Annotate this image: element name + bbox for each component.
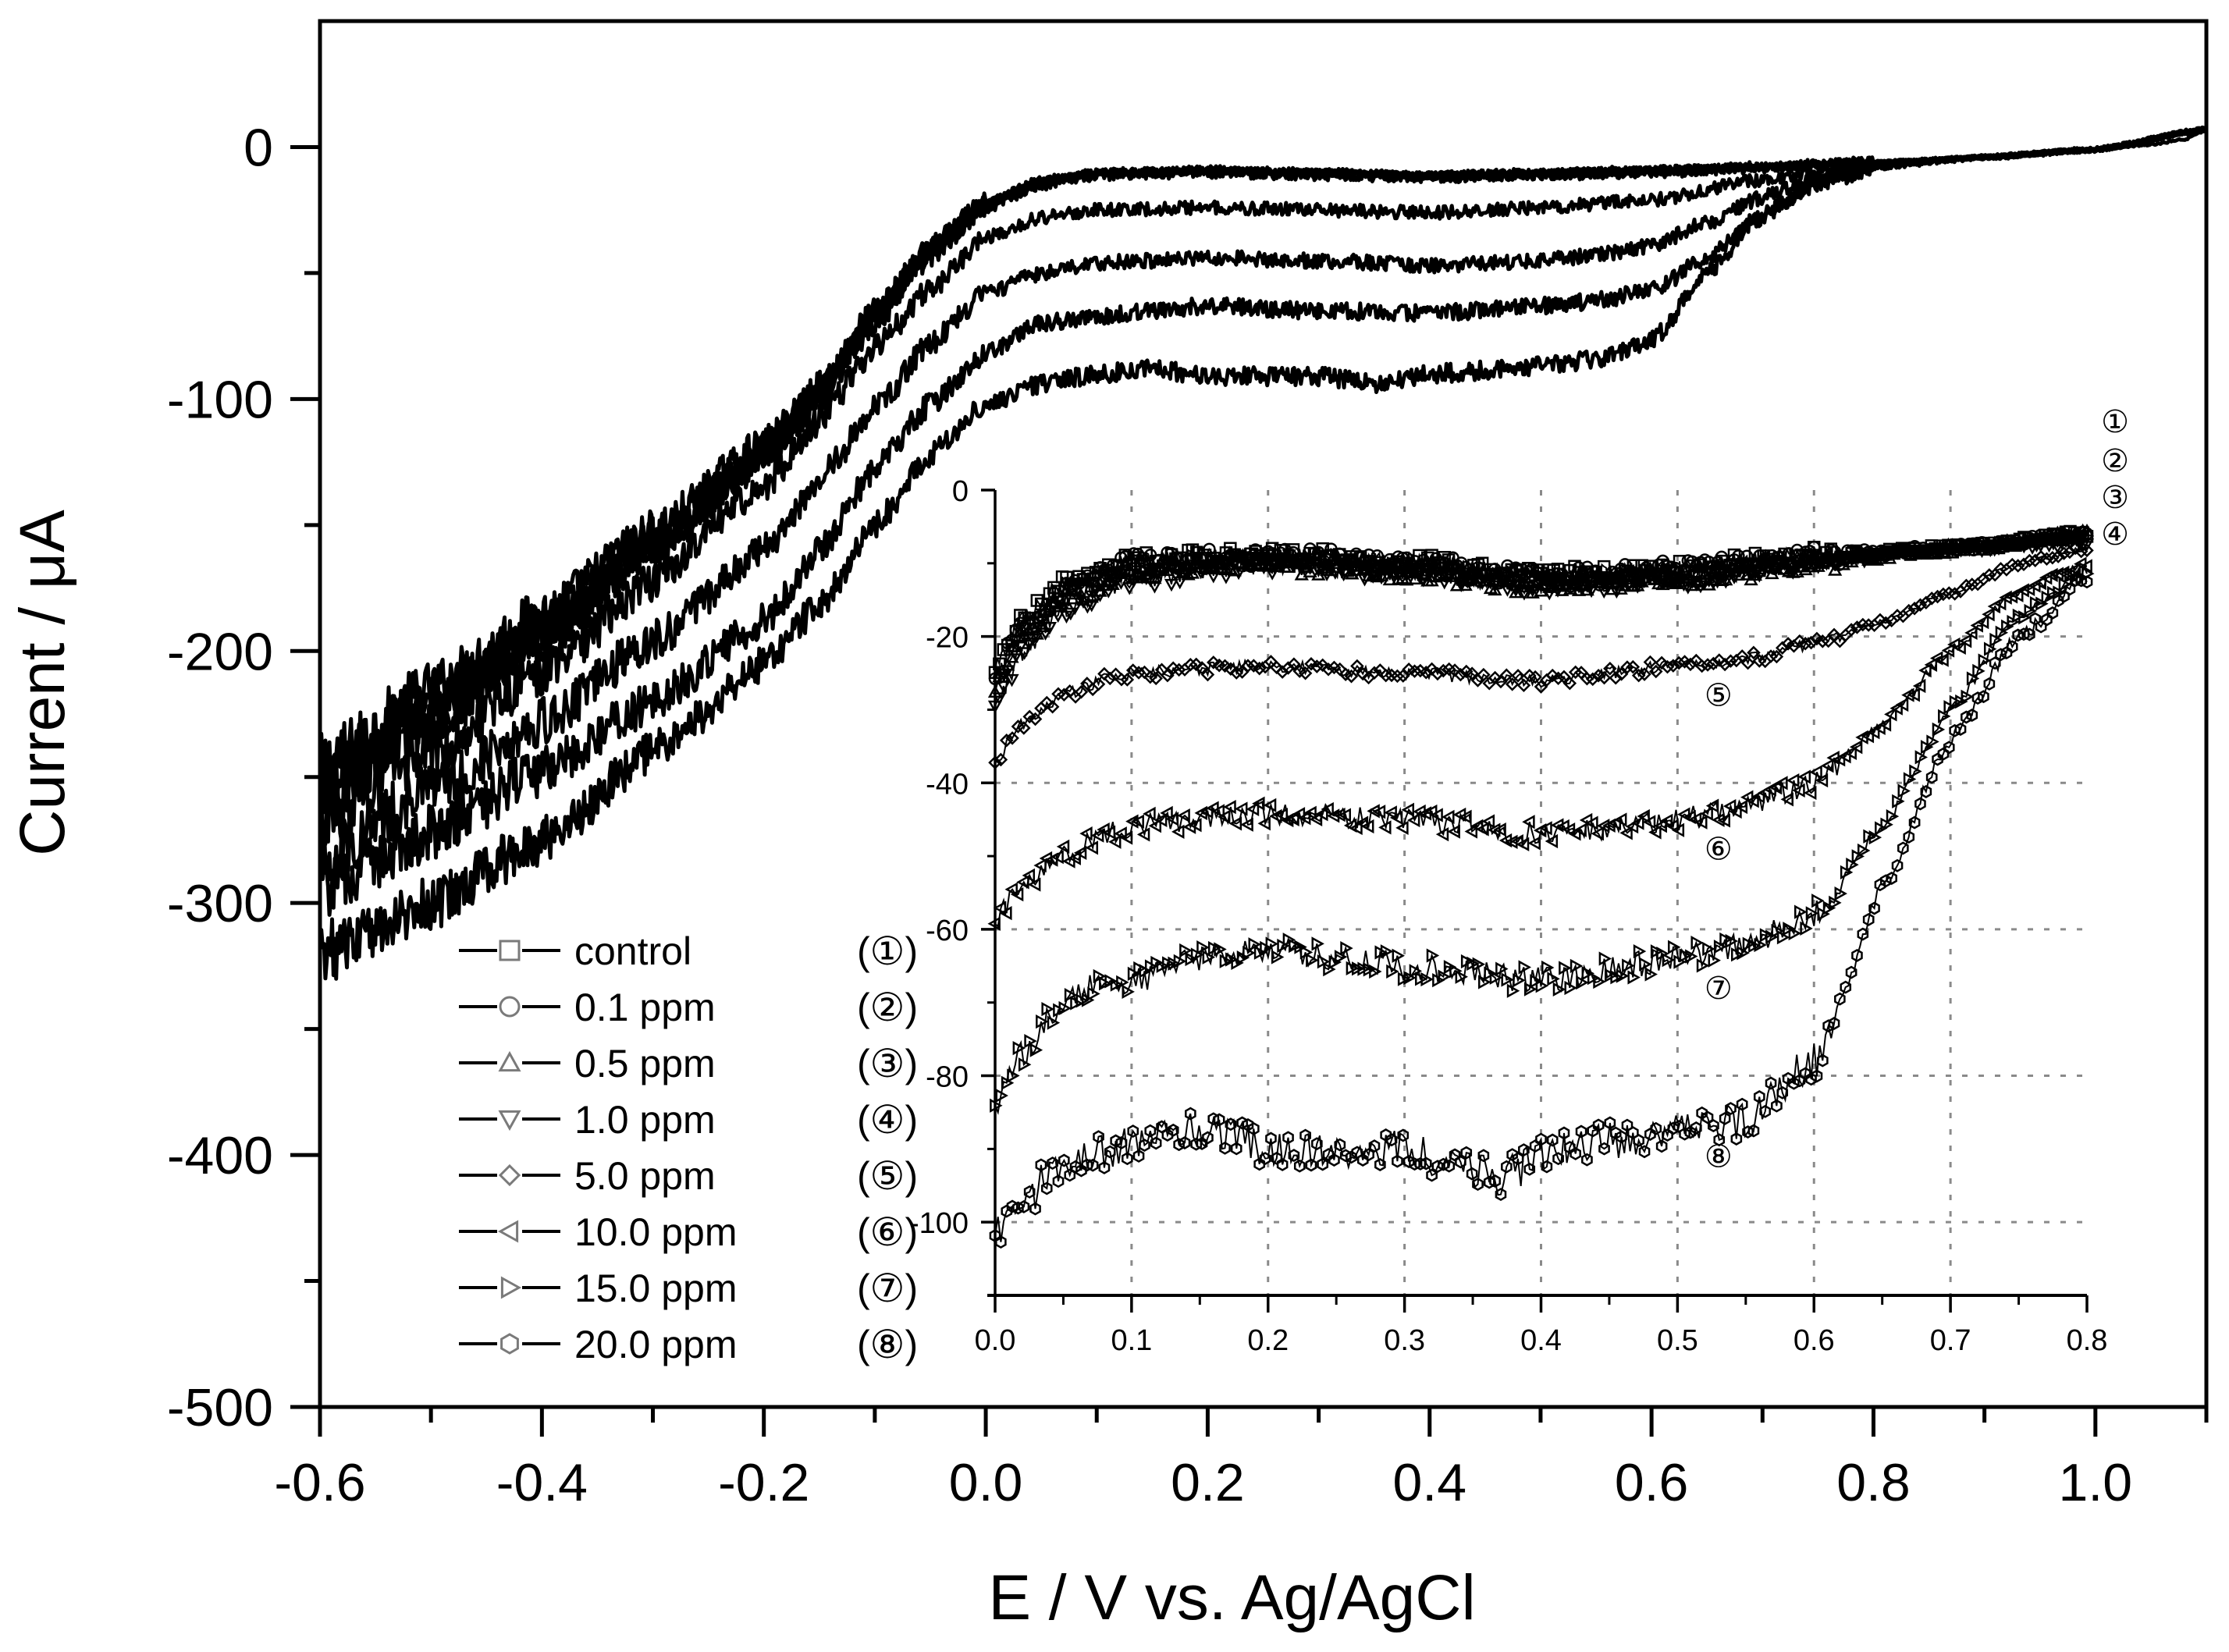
inset-x-tick-label: 0.5 [1657,1324,1698,1357]
legend-label: 0.1 ppm [574,986,716,1029]
main-series-line-5 [318,126,2208,882]
inset-plot: 0.0 0.1 0.2 0.3 0.4 0.5 0.6 0.7 0.8 0 -20 -40 -60 -8… [909,405,2129,1357]
legend-tag: (⑦) [857,1267,918,1310]
legend-item: 10.0 ppm (⑥) [459,1210,918,1254]
x-tick-label: -0.6 [274,1453,365,1512]
legend-marker-triangle-right-icon [500,1276,522,1299]
legend: control (①) 0.1 ppm (②) 0.5 ppm (③) 1.0 ppm (④)… [459,929,918,1366]
legend-marker-triangle-left-icon [497,1220,519,1243]
legend-tag: (⑧) [857,1323,918,1366]
inset-series-3 [987,532,2095,714]
inset-x-tick-label: 0.7 [1930,1324,1971,1357]
y-tick-label: 0 [244,118,273,177]
legend-marker-diamond-icon [498,1164,521,1187]
legend-marker-hexagon-icon [500,1333,519,1355]
inset-curves [987,523,2095,1249]
legend-marker-circle-icon [499,996,521,1018]
curve-label-6: ⑥ [1705,833,1733,867]
main-curves [318,125,2209,981]
curve-label-3: ③ [2101,481,2129,515]
inset-curve-labels: ① ②③④ ⑤ ⑥ ⑦ ⑧ [1705,405,2129,1174]
inset-series-5 [987,556,2092,931]
inset-y-tick-label: -40 [926,768,969,801]
y-tick-label: -100 [167,370,273,429]
curve-label-2: ② [2101,444,2129,478]
y-tick-label: -400 [167,1126,273,1185]
inset-x-tick-label: 0.3 [1384,1324,1425,1357]
legend-label: 20.0 ppm [574,1323,737,1366]
inset-y-tick-label: 0 [952,475,969,508]
legend-marker-triangle-up-icon [498,1050,521,1072]
legend-tag: (①) [857,929,918,973]
legend-item: 5.0 ppm (⑤) [459,1154,918,1198]
inset-series-6 [990,564,2095,1115]
inset-series-markers [990,566,2095,1113]
inset-y-tick-label: -20 [926,622,969,655]
x-tick-label: 0.2 [1171,1453,1245,1512]
legend-tag: (④) [857,1098,918,1142]
legend-tag: (⑤) [857,1154,918,1198]
inset-axes [987,490,2087,1297]
main-y-ticks: 0 -100 -200 -300 -400 -500 [167,118,320,1437]
inset-series-markers [989,574,2093,1249]
inset-x-tick-label: 0.6 [1794,1324,1835,1357]
x-tick-label: -0.2 [718,1453,809,1512]
x-tick-label: 1.0 [2059,1453,2133,1512]
curve-label-4: ④ [2101,517,2129,552]
inset-grid [995,490,2087,1295]
legend-item: 20.0 ppm (⑧) [459,1323,918,1366]
legend-item: 0.5 ppm (③) [459,1042,918,1085]
legend-item: 0.1 ppm (②) [459,986,918,1029]
legend-label: 1.0 ppm [574,1098,716,1142]
inset-y-tick-label: -80 [926,1061,969,1094]
legend-item: 15.0 ppm (⑦) [459,1267,918,1310]
curve-label-8: ⑧ [1705,1140,1733,1174]
legend-label: control [574,929,691,973]
curve-label-1: ① [2101,405,2129,439]
y-tick-label: -300 [167,874,273,933]
main-x-ticks: -0.6 -0.4 -0.2 0.0 0.2 0.4 0.6 0.8 1.0 [274,1407,2209,1512]
x-axis-title: E / V vs. Ag/AgCl [988,1562,1475,1633]
y-axis-title: Current / μA [7,510,78,856]
inset-series-line [994,564,2088,1115]
inset-series-7 [989,574,2093,1249]
x-tick-label: 0.4 [1392,1453,1466,1512]
legend-label: 15.0 ppm [574,1267,737,1310]
main-plot: -0.6 -0.4 -0.2 0.0 0.2 0.4 0.6 0.8 1.0 0-100-200… [7,19,2209,1633]
inset-y-tick-label: -60 [926,915,969,947]
x-tick-label: -0.4 [496,1453,588,1512]
legend-label: 5.0 ppm [574,1154,716,1198]
inset-y-tick-label: -100 [909,1207,969,1240]
y-tick-label: -500 [167,1378,273,1437]
inset-x-tick-label: 0.2 [1247,1324,1289,1357]
y-tick-label: -200 [167,622,273,681]
legend-tag: (③) [857,1042,918,1085]
x-tick-label: 0.6 [1615,1453,1689,1512]
inset-series-markers [987,556,2092,931]
curve-label-5: ⑤ [1705,679,1733,713]
legend-marker-triangle-down-icon [498,1110,521,1132]
main-plot-frame [318,19,2209,1409]
inset-x-tick-label: 0.1 [1111,1324,1152,1357]
inset-x-tick-label: 0.8 [2067,1324,2108,1357]
curve-label-7: ⑦ [1705,972,1733,1006]
x-tick-label: 0.8 [1836,1453,1911,1512]
inset-x-tick-label: 0.0 [975,1324,1016,1357]
legend-label: 10.0 ppm [574,1210,737,1254]
inset-x-ticks: 0.0 0.1 0.2 0.3 0.4 0.5 0.6 0.7 0.8 [975,1295,2108,1357]
main-series-line-7 [318,125,2208,981]
legend-tag: (⑥) [857,1210,918,1254]
legend-item: control (①) [459,929,918,973]
legend-tag: (②) [857,986,918,1029]
x-tick-label: 0.0 [949,1453,1023,1512]
inset-x-tick-label: 0.4 [1520,1324,1562,1357]
inset-y-ticks: 0 -20 -40 -60 -80 -100 [909,475,995,1297]
legend-item: 1.0 ppm (④) [459,1098,918,1142]
legend-label: 0.5 ppm [574,1042,716,1085]
legend-marker-square-icon [499,940,521,961]
